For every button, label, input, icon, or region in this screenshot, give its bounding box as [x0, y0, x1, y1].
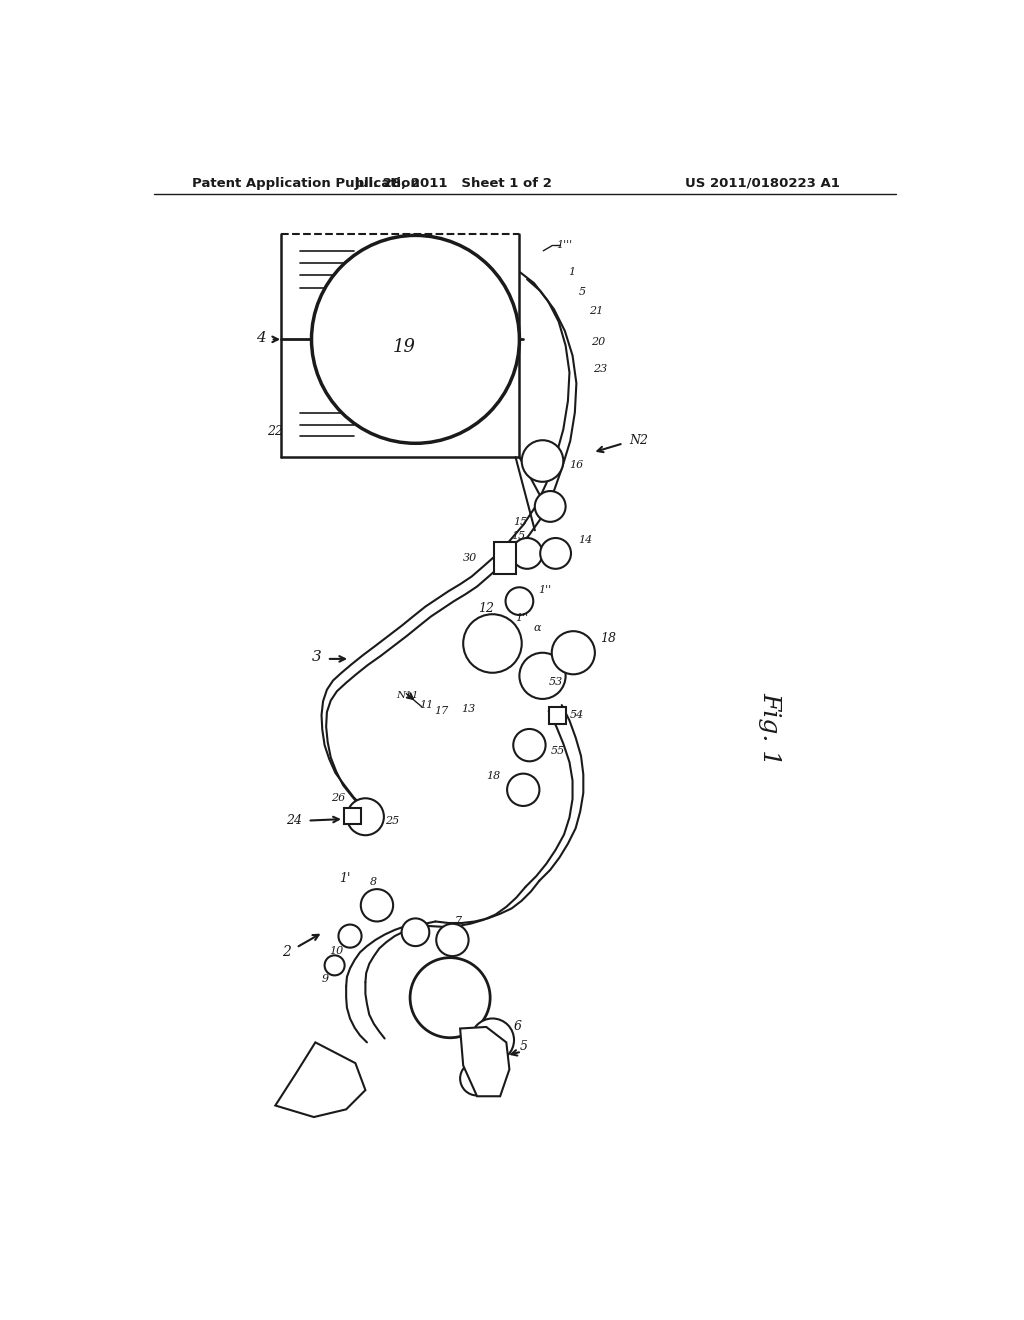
Circle shape — [401, 919, 429, 946]
Text: 55: 55 — [551, 746, 565, 756]
Circle shape — [436, 924, 469, 956]
Text: 1: 1 — [568, 268, 575, 277]
Circle shape — [463, 614, 521, 673]
Circle shape — [471, 1019, 514, 1061]
Text: 3: 3 — [311, 651, 322, 664]
Text: 1''': 1''' — [556, 240, 572, 251]
Circle shape — [541, 539, 571, 569]
Text: 6: 6 — [513, 1020, 521, 1034]
Circle shape — [513, 729, 546, 762]
Circle shape — [311, 235, 519, 444]
Circle shape — [360, 890, 393, 921]
Text: N2: N2 — [630, 434, 648, 447]
Text: N11: N11 — [396, 692, 419, 701]
Bar — [549, 706, 565, 723]
Text: 18: 18 — [486, 771, 500, 781]
Circle shape — [535, 491, 565, 521]
Text: 23: 23 — [593, 363, 607, 374]
Circle shape — [519, 653, 565, 700]
Text: 24: 24 — [287, 814, 302, 828]
Text: 19: 19 — [392, 338, 416, 356]
Text: 12: 12 — [478, 602, 495, 615]
Circle shape — [506, 587, 534, 615]
Text: 14: 14 — [579, 535, 593, 545]
Bar — [494, 543, 515, 574]
Text: 22: 22 — [267, 425, 283, 438]
Text: 26: 26 — [331, 793, 345, 804]
Circle shape — [460, 1061, 494, 1096]
Circle shape — [325, 956, 345, 975]
Polygon shape — [460, 1027, 509, 1096]
Text: 53: 53 — [549, 677, 563, 686]
Text: 16: 16 — [569, 459, 584, 470]
Circle shape — [512, 539, 543, 569]
Text: 17: 17 — [435, 706, 449, 717]
Text: US 2011/0180223 A1: US 2011/0180223 A1 — [685, 177, 840, 190]
Circle shape — [347, 799, 384, 836]
Text: Jul. 28, 2011   Sheet 1 of 2: Jul. 28, 2011 Sheet 1 of 2 — [355, 177, 553, 190]
Text: 25: 25 — [385, 816, 399, 825]
Text: 1'': 1'' — [515, 612, 528, 623]
Text: 11: 11 — [419, 700, 433, 710]
Text: 10: 10 — [330, 946, 344, 957]
Text: 1': 1' — [339, 871, 350, 884]
Circle shape — [339, 924, 361, 948]
Text: 7: 7 — [455, 916, 462, 925]
Text: 1'': 1'' — [539, 585, 552, 594]
Circle shape — [521, 441, 563, 482]
Text: 2: 2 — [282, 945, 291, 958]
Text: 20: 20 — [591, 337, 605, 347]
Text: Fig. 1: Fig. 1 — [758, 692, 781, 764]
Circle shape — [507, 774, 540, 807]
Text: 15: 15 — [511, 532, 525, 541]
Text: 30: 30 — [463, 553, 477, 564]
Text: 15: 15 — [513, 517, 527, 527]
Text: 13: 13 — [462, 704, 476, 714]
Text: 54: 54 — [570, 710, 585, 721]
Text: 18: 18 — [600, 632, 616, 645]
Text: Patent Application Publication: Patent Application Publication — [193, 177, 420, 190]
Text: 8: 8 — [370, 878, 377, 887]
Circle shape — [552, 631, 595, 675]
Bar — [344, 808, 360, 825]
Text: α: α — [534, 623, 541, 634]
Text: 9: 9 — [322, 974, 329, 985]
Text: 4: 4 — [256, 331, 265, 345]
Text: 5: 5 — [579, 286, 586, 297]
Text: 21: 21 — [589, 306, 603, 315]
Text: 5: 5 — [519, 1040, 527, 1053]
Polygon shape — [275, 1043, 366, 1117]
Circle shape — [410, 958, 490, 1038]
